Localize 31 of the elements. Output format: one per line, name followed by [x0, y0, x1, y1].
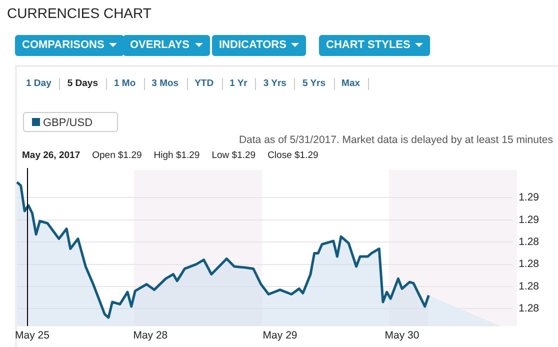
text: High $1.29 — [154, 150, 200, 161]
text: 5 Days — [67, 78, 98, 89]
y-tick-label: 1.28 — [518, 302, 540, 315]
x-tick-label: May 28 — [133, 330, 168, 342]
text: Max — [342, 78, 360, 89]
y-tick-label: 1.28 — [518, 258, 540, 270]
legend-label: GBP/USD — [23, 112, 118, 132]
x-tick-label: May 30 — [384, 330, 420, 342]
text: 3 Mos — [152, 78, 179, 89]
y-tick-label: 1.29 — [518, 192, 540, 204]
y-tick-label: 1.28 — [518, 236, 540, 248]
y-tick-label: 1.28 — [518, 280, 540, 292]
text: OVERLAYS — [123, 35, 210, 56]
text: 1 Yr — [230, 78, 248, 89]
text: 3 Yrs — [263, 78, 286, 89]
text: Open $1.29 — [92, 150, 142, 161]
x-tick-label: May 25 — [15, 330, 50, 342]
text: YTD — [194, 78, 214, 89]
text: Low $1.29 — [212, 150, 256, 161]
text: INDICATORS — [212, 35, 306, 56]
text: 5 Yrs — [302, 78, 326, 89]
y-tick-label: 1.29 — [518, 214, 540, 226]
text: CHART STYLES — [319, 35, 430, 56]
text: May 26, 2017 — [22, 150, 80, 161]
chart-title: CURRENCIES CHART — [7, 5, 152, 21]
text: 1 Mo — [114, 78, 136, 89]
x-tick-label: May 29 — [262, 330, 298, 342]
text: COMPARISONS — [15, 35, 124, 56]
text: Close $1.29 — [268, 150, 318, 161]
text: Data as of 5/31/2017. Market data is delayed by at least 15 minutes — [238, 134, 553, 146]
text: 1 Day — [26, 78, 52, 89]
